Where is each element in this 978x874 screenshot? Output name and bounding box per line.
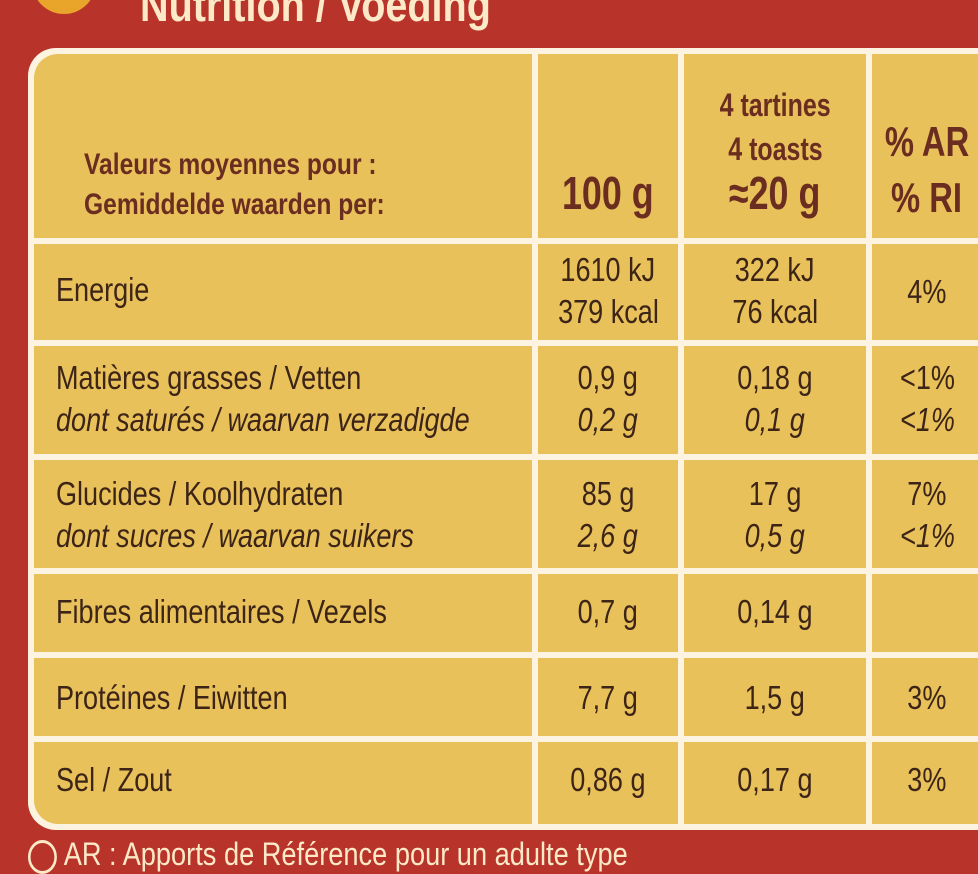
table-row: Energie [34, 244, 532, 340]
protein-100g: 7,7 g [577, 679, 639, 716]
row-label: Glucides / Koolhydraten [56, 475, 344, 512]
table-cell-portion: 0,18 g 0,1 g [684, 346, 866, 454]
fibre-100g: 0,7 g [577, 593, 639, 630]
salt-portion: 0,17 g [737, 761, 813, 798]
energy-kj-100g: 1610 kJ [560, 251, 656, 288]
header-label-nl: Gemiddelde waarden per: [84, 188, 385, 221]
table-cell-100g: 7,7 g [538, 658, 678, 736]
table-cell-100g: 0,86 g [538, 742, 678, 824]
row-label: Energie [56, 271, 150, 308]
table-cell-100g: 1610 kJ 379 kcal [538, 244, 678, 340]
table-cell-100g: 85 g 2,6 g [538, 460, 678, 568]
protein-ar: 3% [907, 679, 947, 716]
energy-kcal-portion: 76 kcal [732, 293, 818, 330]
header-portion-nl: 4 toasts [727, 131, 823, 167]
row-sublabel: dont sucres / waarvan suikers [56, 517, 414, 554]
saturated-100g: 0,2 g [577, 401, 639, 438]
header-ar: % AR [884, 118, 970, 165]
header-100g-cell: 100 g [538, 54, 678, 238]
table-cell-ar: <1% <1% [872, 346, 978, 454]
header-label-cell: Valeurs moyennes pour : Gemiddelde waard… [34, 54, 532, 238]
energy-kcal-100g: 379 kcal [557, 293, 659, 330]
carbs-portion: 17 g [748, 475, 802, 512]
sugars-100g: 2,6 g [577, 517, 639, 554]
header-portion-fr: 4 tartines [719, 87, 831, 123]
fibre-portion: 0,14 g [737, 593, 813, 630]
carbs-ar: 7% [907, 475, 947, 512]
sugars-ar: <1% [899, 517, 955, 554]
table-row: Glucides / Koolhydraten dont sucres / wa… [34, 460, 532, 568]
header-portion-weight: ≈20 g [729, 167, 821, 219]
brand-badge-glyph: x [52, 0, 71, 5]
header-label-fr: Valeurs moyennes pour : [84, 148, 377, 181]
table-row: Matières grasses / Vetten dont saturés /… [34, 346, 532, 454]
brand-badge: x [32, 0, 96, 14]
table-cell-portion: 0,17 g [684, 742, 866, 824]
fat-portion: 0,18 g [737, 359, 813, 396]
table-row: Fibres alimentaires / Vezels [34, 574, 532, 652]
page-title: Nutrition / Voeding [140, 0, 491, 31]
saturated-ar: <1% [899, 401, 955, 438]
carbs-100g: 85 g [581, 475, 635, 512]
table-cell-portion: 1,5 g [684, 658, 866, 736]
sugars-portion: 0,5 g [744, 517, 806, 554]
row-label: Fibres alimentaires / Vezels [56, 593, 387, 630]
table-cell-portion: 0,14 g [684, 574, 866, 652]
info-circle-icon [28, 839, 57, 874]
fat-ar: <1% [899, 359, 955, 396]
table-cell-ar: 4% [872, 244, 978, 340]
fat-100g: 0,9 g [577, 359, 639, 396]
header-ar-cell: % AR % RI [872, 54, 978, 238]
header-ri: % RI [891, 174, 963, 221]
table-cell-ar: 7% <1% [872, 460, 978, 568]
saturated-portion: 0,1 g [744, 401, 806, 438]
row-label: Matières grasses / Vetten [56, 359, 362, 396]
header-100g: 100 g [562, 167, 654, 219]
row-label: Sel / Zout [56, 761, 172, 798]
table-cell-100g: 0,9 g 0,2 g [538, 346, 678, 454]
salt-100g: 0,86 g [570, 761, 646, 798]
protein-portion: 1,5 g [744, 679, 806, 716]
salt-ar: 3% [907, 761, 947, 798]
footnote-text: AR : Apports de Référence pour un adulte… [63, 836, 628, 872]
row-label: Protéines / Eiwitten [56, 679, 288, 716]
table-cell-portion: 17 g 0,5 g [684, 460, 866, 568]
table-cell-ar [872, 574, 978, 652]
energy-ar: 4% [907, 273, 947, 310]
row-sublabel: dont saturés / waarvan verzadigde [56, 401, 470, 438]
table-cell-ar: 3% [872, 658, 978, 736]
table-row: Sel / Zout [34, 742, 532, 824]
table-row: Protéines / Eiwitten [34, 658, 532, 736]
header-portion-cell: 4 tartines 4 toasts ≈20 g [684, 54, 866, 238]
table-cell-portion: 322 kJ 76 kcal [684, 244, 866, 340]
nutrition-table: Valeurs moyennes pour : Gemiddelde waard… [28, 48, 978, 830]
table-cell-ar: 3% [872, 742, 978, 824]
table-cell-100g: 0,7 g [538, 574, 678, 652]
energy-kj-portion: 322 kJ [735, 251, 815, 288]
